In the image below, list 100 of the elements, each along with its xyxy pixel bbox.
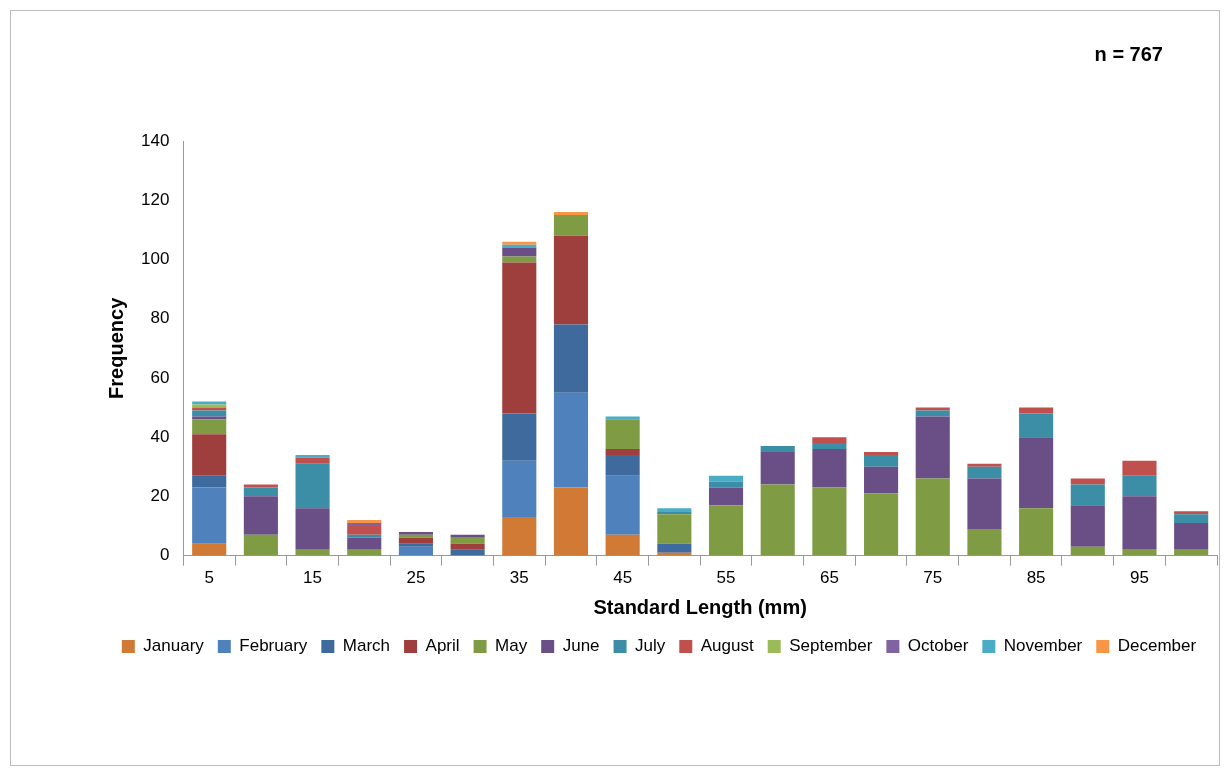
bar: [243, 534, 278, 556]
bar: [864, 493, 899, 556]
bar: [398, 543, 433, 547]
bar: [192, 410, 227, 417]
text: n = 767: [1094, 42, 1163, 65]
bar: [967, 463, 1002, 467]
bar: [502, 517, 537, 556]
legend-label: October: [907, 636, 969, 656]
bar: [347, 525, 382, 535]
bar: [450, 534, 485, 538]
x-tick-label: 55: [716, 568, 736, 588]
bar: [708, 475, 744, 482]
bar: [1019, 413, 1054, 438]
x-axis-title: Standard Length (mm): [593, 595, 807, 618]
bar: [192, 543, 227, 556]
legend-label: September: [789, 636, 873, 656]
bar: [1174, 514, 1209, 524]
bar: [243, 496, 278, 535]
y-tick-label: 60: [150, 367, 170, 387]
bar: [502, 413, 537, 461]
x-tick-label: 75: [923, 568, 943, 588]
bar: [1122, 496, 1157, 550]
x-tick-label: 95: [1130, 568, 1149, 588]
bar: [192, 419, 227, 435]
bar: [450, 543, 485, 550]
bar: [553, 324, 589, 393]
bar: [192, 434, 227, 476]
bar: [864, 466, 899, 494]
bar: [605, 454, 640, 476]
bar: [967, 466, 1002, 479]
bar: [502, 460, 537, 518]
bar: [553, 215, 589, 236]
legend-label: May: [495, 636, 528, 656]
bar: [398, 537, 433, 544]
x-tick-label: 85: [1026, 568, 1046, 588]
y-tick-label: 40: [150, 426, 170, 446]
bar: [760, 484, 795, 556]
y-axis-title: Frequency: [104, 296, 127, 399]
bar: [347, 537, 382, 550]
y-tick-label: 80: [150, 308, 170, 328]
y-tick-label: 120: [140, 189, 170, 209]
bar: [1174, 523, 1209, 550]
bar: [192, 475, 227, 488]
x-tick-label: 15: [303, 568, 323, 588]
y-tick-label: 0: [159, 545, 170, 565]
bar: [812, 448, 847, 488]
bar: [450, 537, 485, 544]
bar: [553, 235, 589, 325]
bar: [760, 451, 795, 485]
y-tick-label: 100: [140, 249, 170, 269]
bar: [347, 534, 382, 538]
x-tick-label: 5: [204, 568, 214, 588]
bar: [295, 463, 330, 509]
bar: [708, 505, 744, 556]
bar: [708, 487, 744, 506]
bar: [502, 262, 537, 414]
bar: [605, 416, 640, 420]
bar: [605, 534, 640, 556]
y-tick-label: 20: [150, 486, 170, 506]
y-tick-label: 140: [140, 130, 170, 150]
bar: [1070, 478, 1105, 485]
bar: [915, 416, 950, 479]
bar: [967, 478, 1002, 529]
bar: [1122, 475, 1157, 497]
bar: [967, 528, 1002, 556]
bar: [915, 410, 950, 417]
bar: [1122, 460, 1157, 476]
bar: [553, 212, 589, 216]
x-tick-label: 65: [819, 568, 839, 588]
legend-label: June: [562, 636, 600, 656]
bar: [1174, 511, 1209, 515]
bar: [605, 419, 640, 449]
legend-label: January: [143, 636, 205, 656]
bar: [295, 454, 330, 458]
legend-label: February: [239, 636, 308, 656]
legend-label: March: [342, 636, 391, 656]
x-tick-label: 25: [406, 568, 426, 588]
bar: [1070, 505, 1105, 547]
bar: [502, 256, 537, 263]
x-tick-label: 35: [509, 568, 529, 588]
bar: [605, 475, 640, 535]
bar: [657, 543, 692, 553]
bar: [192, 416, 227, 420]
bar: [605, 448, 640, 455]
bar: [812, 437, 847, 444]
bar: [1019, 437, 1054, 509]
bar: [812, 443, 847, 449]
bar: [553, 392, 589, 488]
bar: [398, 546, 433, 556]
legend-label: April: [425, 636, 460, 656]
bar: [760, 446, 795, 452]
bar: [915, 478, 950, 556]
bar: [812, 487, 847, 556]
bar: [657, 514, 692, 544]
legend-label: July: [635, 636, 666, 656]
bar: [192, 487, 227, 544]
bar: [502, 247, 537, 257]
bar: [295, 457, 330, 464]
bar: [243, 487, 278, 497]
bar: [864, 454, 899, 467]
